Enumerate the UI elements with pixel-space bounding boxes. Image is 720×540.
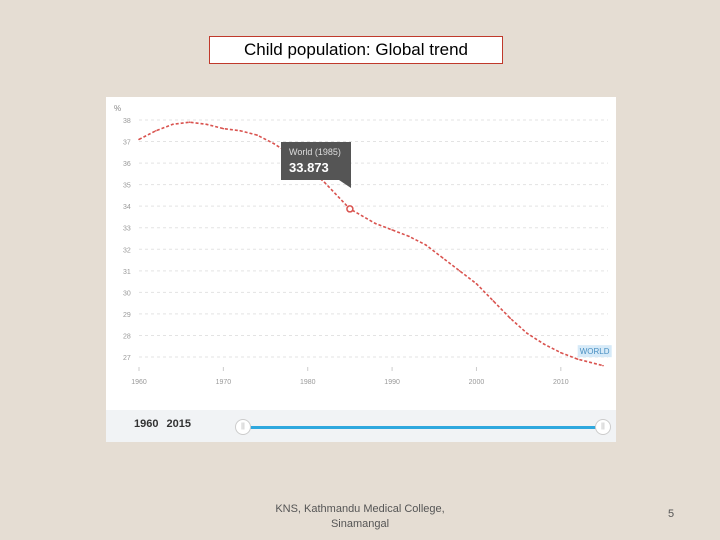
y-tick-label: 34 [123, 204, 131, 211]
y-tick-label: 28 [123, 333, 131, 340]
y-tick-label: 30 [123, 290, 131, 297]
tooltip-value: 33.873 [289, 160, 329, 175]
slider-start-handle[interactable]: || [235, 419, 251, 435]
data-point [441, 257, 444, 259]
data-point [576, 358, 579, 360]
series-label-world: WORLD [580, 347, 610, 356]
slider-track[interactable] [243, 426, 603, 429]
data-point [239, 129, 242, 132]
data-point [205, 123, 208, 126]
y-tick-label: 35 [123, 183, 131, 190]
chart-card: % 27 28 29 30 31 32 33 34 35 36 37 38 1960 1970 1980 199… [106, 97, 616, 442]
data-point [492, 300, 495, 302]
y-tick-label: 27 [123, 355, 131, 362]
year-range-label: 1960 2015 [134, 418, 199, 430]
data-point [560, 351, 562, 354]
data-point [374, 222, 377, 225]
slider-start-year: 1960 [134, 418, 159, 430]
slider-end-year: 2015 [166, 418, 191, 430]
data-point [171, 123, 174, 126]
data-point [526, 332, 528, 335]
data-point [408, 235, 410, 238]
x-tick-label: 1960 [131, 379, 147, 386]
page-number: 5 [668, 508, 675, 520]
data-point [323, 181, 326, 184]
y-tick-label: 31 [123, 269, 131, 276]
y-tick-label: 33 [123, 226, 131, 233]
data-point [602, 364, 604, 367]
y-tick-label: 37 [123, 140, 131, 147]
x-tick-label: 1970 [216, 379, 232, 386]
data-point [273, 142, 275, 145]
data-point [509, 317, 512, 320]
data-point [458, 270, 461, 272]
tooltip-box [281, 142, 351, 180]
data-point [391, 229, 393, 231]
y-tick-label: 32 [123, 247, 131, 254]
slide-title: Child population: Global trend [209, 36, 503, 64]
series-label-bg [577, 345, 612, 358]
x-tick-label: 1990 [384, 379, 400, 386]
y-tick-label: 29 [123, 312, 131, 319]
data-point [222, 127, 225, 130]
y-unit-label: % [114, 104, 121, 113]
data-point [188, 121, 191, 123]
data-point [475, 282, 478, 285]
data-point [425, 244, 427, 246]
data-point [256, 134, 258, 136]
y-tick-label: 36 [123, 161, 131, 168]
highlight-point [346, 205, 354, 213]
year-range-slider: 1960 2015 || || [106, 410, 616, 442]
data-point [155, 129, 157, 132]
tooltip-label: World (1985) [289, 147, 341, 157]
data-point [543, 343, 545, 345]
series-line-world [138, 121, 604, 367]
population-line-chart: % 27 28 29 30 31 32 33 34 35 36 37 38 1960 1970 1980 199… [114, 104, 612, 386]
x-tick-label: 2000 [469, 379, 485, 386]
slider-end-handle[interactable]: || [595, 419, 611, 435]
data-point [138, 138, 140, 141]
footer-text: KNS, Kathmandu Medical College, Sinamang… [275, 503, 445, 530]
x-tick-label: 2010 [553, 379, 569, 386]
y-tick-label: 38 [123, 118, 131, 125]
tooltip-pointer [339, 180, 351, 188]
x-tick-label: 1980 [300, 379, 316, 386]
